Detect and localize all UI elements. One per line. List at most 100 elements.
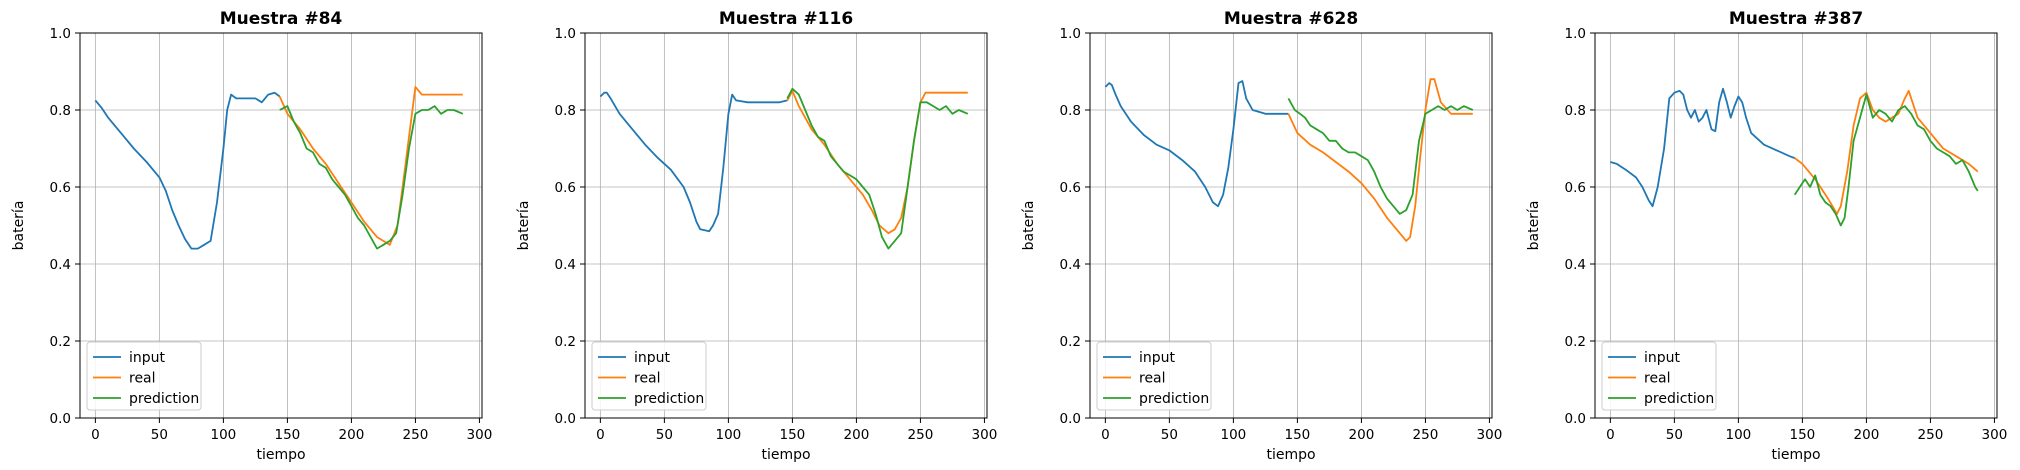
plot-frame	[1089, 32, 1493, 419]
legend-label-real: real	[1139, 371, 1166, 387]
x-tick-label: 300	[1982, 427, 2008, 443]
x-axis-label: tiempo	[761, 447, 810, 463]
legend-label-input: input	[129, 350, 166, 366]
series-line-prediction	[1793, 93, 1979, 227]
chart-title: Muestra #628	[1224, 9, 1358, 29]
series-line-prediction	[1287, 97, 1474, 215]
legend: input real prediction	[1601, 341, 1717, 411]
y-tick-label: 0.8	[555, 103, 576, 119]
legend-box	[1601, 341, 1717, 411]
legend-label-input: input	[1644, 350, 1681, 366]
legend-label-real: real	[129, 371, 156, 387]
series-line-prediction	[786, 87, 969, 250]
subplot-4: 0 50 100 150 200 250 300 0.0 0.2 0.4 0.6 0.8 1.0 Mues…	[1526, 9, 2008, 463]
legend-label-input: input	[1139, 350, 1176, 366]
x-tick-label: 50	[1666, 427, 1683, 443]
y-tick-label: 0.8	[1565, 103, 1586, 119]
x-tick-label: 100	[1725, 427, 1751, 443]
x-tick-label: 250	[1413, 427, 1439, 443]
plot-frame	[79, 32, 483, 419]
legend-box	[1096, 341, 1212, 411]
series-line-real	[1287, 78, 1473, 242]
series-line-real	[1794, 89, 1979, 215]
x-tick-label: 150	[780, 427, 806, 443]
x-tick-label: 0	[91, 427, 100, 443]
y-tick-label: 0.0	[50, 411, 71, 427]
legend-box	[591, 341, 707, 411]
legend-label-prediction: prediction	[129, 391, 199, 407]
x-tick-label: 0	[1606, 427, 1615, 443]
x-tick-label: 50	[151, 427, 168, 443]
legend-label-prediction: prediction	[1139, 391, 1209, 407]
x-tick-label: 200	[339, 427, 365, 443]
y-tick-label: 0.8	[1060, 103, 1081, 119]
x-tick-label: 150	[275, 427, 301, 443]
chart-title: Muestra #387	[1729, 9, 1863, 29]
subplot-1: 0 50 100 150 200 250 300 0.0 0.2 0.4 0.6 0.8 1.0 Mues…	[11, 9, 493, 463]
y-tick-label: 1.0	[1565, 26, 1586, 42]
x-tick-label: 300	[1477, 427, 1503, 443]
series-line-input	[599, 91, 788, 233]
y-tick-label: 0.2	[555, 334, 576, 350]
x-tick-label: 0	[596, 427, 605, 443]
subplot-3: 0 50 100 150 200 250 300 0.0 0.2 0.4 0.6 0.8 1.0 Mues…	[1021, 9, 1503, 463]
y-tick-label: 0.2	[1060, 334, 1081, 350]
y-tick-label: 0.4	[555, 257, 576, 273]
x-tick-label: 0	[1101, 427, 1110, 443]
series-line-real	[786, 89, 968, 235]
y-tick-label: 0.6	[50, 180, 71, 196]
x-tick-label: 300	[467, 427, 493, 443]
plot-frame	[584, 32, 988, 419]
y-tick-label: 0.8	[50, 103, 71, 119]
subplot-2: 0 50 100 150 200 250 300 0.0 0.2 0.4 0.6 0.8 1.0 Mues…	[516, 9, 998, 463]
y-tick-label: 0.4	[1565, 257, 1586, 273]
legend-label-real: real	[1644, 371, 1671, 387]
x-tick-label: 150	[1285, 427, 1311, 443]
y-tick-label: 0.2	[50, 334, 71, 350]
series-line-input	[1610, 87, 1796, 208]
x-tick-label: 250	[908, 427, 934, 443]
x-axis-label: tiempo	[1266, 447, 1315, 463]
x-tick-label: 250	[1918, 427, 1944, 443]
series-line-input	[94, 91, 281, 250]
chart-title: Muestra #116	[719, 9, 853, 29]
y-tick-label: 0.6	[1060, 180, 1081, 196]
x-tick-label: 300	[972, 427, 998, 443]
y-tick-label: 0.0	[1565, 411, 1586, 427]
series-line-real	[278, 86, 463, 246]
legend-label-prediction: prediction	[1644, 391, 1714, 407]
x-tick-label: 50	[1161, 427, 1178, 443]
x-axis-label: tiempo	[256, 447, 305, 463]
legend: input real prediction	[591, 341, 707, 411]
y-tick-label: 0.6	[1565, 180, 1586, 196]
y-tick-label: 0.2	[1565, 334, 1586, 350]
y-tick-label: 1.0	[1060, 26, 1081, 42]
y-tick-label: 0.6	[555, 180, 576, 196]
x-tick-label: 100	[715, 427, 741, 443]
x-tick-label: 200	[1349, 427, 1375, 443]
legend-label-real: real	[634, 371, 661, 387]
y-tick-label: 1.0	[555, 26, 576, 42]
y-tick-label: 1.0	[50, 26, 71, 42]
x-tick-label: 50	[656, 427, 673, 443]
y-axis-label: batería	[11, 201, 27, 251]
y-axis-label: batería	[1526, 201, 1542, 251]
legend: input real prediction	[86, 341, 202, 411]
plot-frame	[1594, 32, 1998, 419]
series-line-prediction	[279, 105, 464, 250]
legend-box	[86, 341, 202, 411]
y-axis-label: batería	[1021, 201, 1037, 251]
legend: input real prediction	[1096, 341, 1212, 411]
chart-title: Muestra #84	[220, 9, 343, 29]
y-tick-label: 0.0	[555, 411, 576, 427]
x-tick-label: 200	[844, 427, 870, 443]
legend-label-input: input	[634, 350, 671, 366]
x-tick-label: 250	[403, 427, 429, 443]
y-axis-label: batería	[516, 201, 532, 251]
y-tick-label: 0.0	[1060, 411, 1081, 427]
x-tick-label: 100	[210, 427, 236, 443]
series-line-input	[1104, 80, 1289, 208]
x-axis-label: tiempo	[1771, 447, 1820, 463]
x-tick-label: 200	[1854, 427, 1880, 443]
x-tick-label: 150	[1790, 427, 1816, 443]
